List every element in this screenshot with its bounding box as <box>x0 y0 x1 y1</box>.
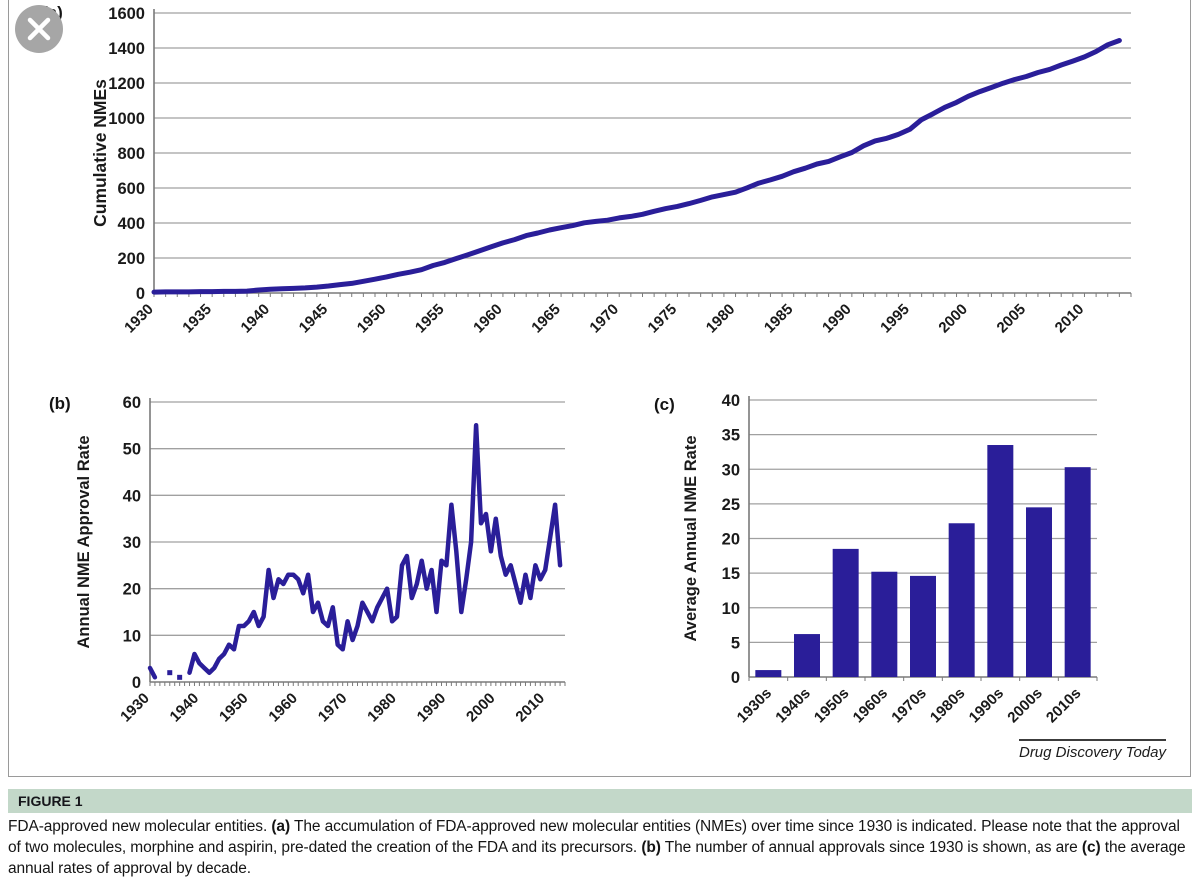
x-tick-label: 1960 <box>470 301 506 337</box>
y-tick-label: 5 <box>731 634 740 652</box>
x-tick-label: 1935 <box>179 301 215 337</box>
average-annual-nme-rate-bar-chart: 0 5 10 15 20 25 30 35 40 Average Annual NME Rate 1… <box>682 392 1098 727</box>
y-tick-label: 1000 <box>108 110 145 128</box>
x-tick-label: 1960s <box>850 685 892 727</box>
figure-caption-text: FDA-approved new molecular entities. (a)… <box>8 816 1186 879</box>
x-tick-label: 2005 <box>994 301 1030 337</box>
annual-nme-approval-rate-line-chart: 0 10 20 30 40 50 60 Annual NME Approval Rate 193… <box>75 394 566 726</box>
y-tick-label: 0 <box>136 285 145 303</box>
y-tick-label: 1400 <box>108 40 145 58</box>
bar <box>832 548 859 677</box>
y-axis-title: Cumulative NMEs <box>90 79 110 227</box>
journal-source-label: Drug Discovery Today <box>1018 739 1166 761</box>
bar <box>948 523 975 677</box>
y-axis-title: Annual NME Approval Rate <box>75 436 93 649</box>
y-tick-label: 1600 <box>108 5 145 23</box>
y-tick-label: 20 <box>123 581 141 599</box>
y-tick-label: 1200 <box>108 75 145 93</box>
y-tick-label: 20 <box>722 531 740 549</box>
journal-source-text: Drug Discovery Today <box>1018 744 1166 761</box>
x-tick-label: 1940s <box>772 685 814 727</box>
y-tick-label: 0 <box>731 669 740 687</box>
figure-caption-heading: FIGURE 1 <box>18 793 83 809</box>
close-icon[interactable] <box>15 5 63 53</box>
x-tick-label: 1930 <box>117 690 153 726</box>
x-tick-label: 1970 <box>586 301 622 337</box>
data-point <box>177 674 183 680</box>
x-tick-label: 2010s <box>1043 685 1085 727</box>
figure-panel: (a) 02004006008001000120014001600Cumulat… <box>8 0 1191 777</box>
x-tick-label: 1970s <box>888 685 930 727</box>
x-tick-label: 1975 <box>645 301 681 337</box>
y-tick-label: 40 <box>123 487 141 505</box>
y-tick-label: 400 <box>117 215 145 233</box>
x-tick-label: 2010 <box>512 690 548 726</box>
y-tick-label: 15 <box>722 565 740 583</box>
caption-segment: (c) <box>1081 839 1101 856</box>
x-tick-label: 1990 <box>414 690 450 726</box>
x-tick-label: 1960 <box>265 690 301 726</box>
x-tick-label: 1990s <box>966 685 1008 727</box>
x-tick-label: 1950 <box>354 301 390 337</box>
y-axis-title: Average Annual NME Rate <box>682 436 700 642</box>
data-line <box>147 665 158 680</box>
data-line <box>151 38 1122 295</box>
caption-segment: The accumulation of FDA-approved new mol… <box>8 818 1180 856</box>
caption-segment: FDA-approved new molecular entities. <box>8 818 272 835</box>
x-tick-label: 2000s <box>1004 685 1046 727</box>
bar <box>1064 467 1091 677</box>
x-tick-label: 1970 <box>315 690 351 726</box>
y-tick-label: 25 <box>722 496 740 514</box>
bar <box>871 571 898 677</box>
caption-segment: (a) <box>271 818 291 835</box>
bar <box>755 670 782 677</box>
figure-caption-banner: FIGURE 1 <box>8 789 1192 813</box>
y-tick-label: 10 <box>123 627 141 645</box>
x-tick-label: 1950 <box>216 690 252 726</box>
x-tick-label: 1995 <box>877 301 913 337</box>
bar <box>1026 507 1052 677</box>
y-tick-label: 35 <box>722 427 740 445</box>
x-tick-label: 1985 <box>761 301 797 337</box>
bar <box>987 445 1014 677</box>
x-tick-label: 1965 <box>528 301 564 337</box>
x-tick-label: 2000 <box>463 690 499 726</box>
x-tick-label: 1930 <box>121 301 157 337</box>
x-tick-label: 1980s <box>927 685 969 727</box>
y-tick-label: 800 <box>117 145 145 163</box>
y-tick-label: 200 <box>117 250 145 268</box>
y-tick-label: 30 <box>722 461 740 479</box>
x-tick-label: 1940 <box>238 301 274 337</box>
close-x-glyph <box>27 17 51 41</box>
caption-segment: The number of annual approvals since 193… <box>660 839 1082 856</box>
panel-label-c: (c) <box>654 395 675 414</box>
caption-segment: the average annual rates of approval by … <box>8 839 1186 877</box>
caption-segment: (b) <box>641 839 661 856</box>
x-tick-label: 1950s <box>811 685 853 727</box>
y-tick-label: 0 <box>132 674 141 692</box>
x-tick-label: 1980 <box>364 690 400 726</box>
y-tick-label: 600 <box>117 180 145 198</box>
data-line <box>187 423 563 675</box>
y-tick-label: 60 <box>123 394 141 412</box>
data-point <box>167 670 173 676</box>
x-tick-label: 1945 <box>296 301 332 337</box>
x-tick-label: 1940 <box>167 690 203 726</box>
x-tick-label: 1955 <box>412 301 448 337</box>
y-tick-label: 30 <box>123 534 141 552</box>
bar <box>794 634 820 677</box>
panel-label-b: (b) <box>49 394 71 413</box>
y-tick-label: 40 <box>722 392 740 410</box>
x-tick-label: 2000 <box>935 301 971 337</box>
x-tick-label: 1980 <box>703 301 739 337</box>
y-tick-label: 10 <box>722 600 740 618</box>
x-tick-label: 1930s <box>734 685 776 727</box>
x-tick-label: 2010 <box>1052 301 1088 337</box>
bar <box>910 575 936 677</box>
x-tick-label: 1990 <box>819 301 855 337</box>
cumulative-nmes-line-chart: 0 200 400 600 800 1000 1200 1400 1600 Cumulative … <box>90 5 1132 337</box>
y-tick-label: 50 <box>123 441 141 459</box>
